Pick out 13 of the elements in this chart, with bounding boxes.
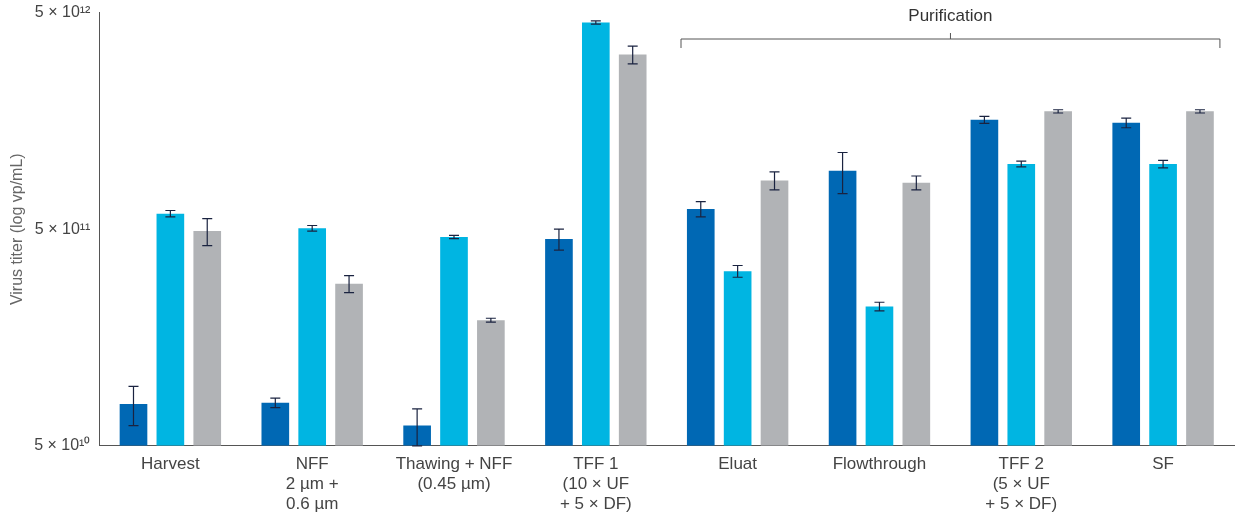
x-tick-label: NFF 2 µm + 0.6 µm — [285, 453, 339, 514]
y-tick-label: 5 × 10¹² — [34, 3, 92, 21]
x-tick-label: Harvest — [141, 453, 200, 473]
x-tick-label: Flowthrough — [832, 453, 927, 473]
y-axis-title: Virus titer (log vp/mL) — [8, 153, 26, 306]
x-tick-label: TFF 1 (10 × UF + 5 × DF) — [559, 453, 632, 514]
x-tick-label: SF — [1152, 453, 1174, 473]
x-tick-label: TFF 2 (5 × UF + 5 × DF) — [985, 453, 1058, 514]
y-tick-label: 5 × 10¹⁰ — [34, 436, 91, 454]
x-tick-label: Eluat — [718, 453, 758, 473]
y-tick-label: 5 × 10¹¹ — [34, 219, 91, 237]
x-tick-label: Thawing + NFF (0.45 µm) — [395, 453, 513, 494]
annotation: Purification — [908, 5, 993, 25]
